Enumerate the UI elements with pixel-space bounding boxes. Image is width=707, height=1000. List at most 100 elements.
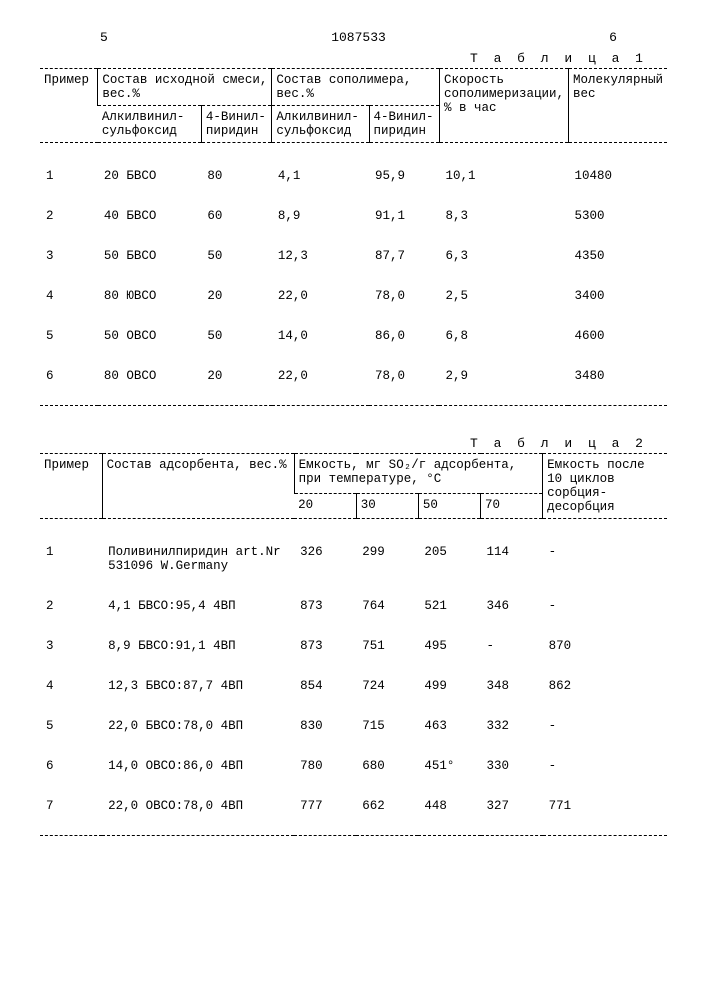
- col2-cycles: Емкость после 10 циклов сорбция-десорбци…: [543, 454, 667, 519]
- cell: 346: [481, 595, 543, 617]
- cell: 20: [201, 285, 271, 307]
- cell: 80: [201, 165, 271, 187]
- cell: 10480: [568, 165, 667, 187]
- cell: 4: [40, 285, 98, 307]
- cell: 2: [40, 595, 102, 617]
- cell: 2,5: [439, 285, 568, 307]
- col2-comp: Состав адсорбента, вес.%: [102, 454, 294, 519]
- cell: 463: [418, 715, 480, 737]
- cell: 50: [201, 245, 271, 267]
- cell: 5300: [568, 205, 667, 227]
- cell: 662: [356, 795, 418, 817]
- cell: 2: [40, 205, 98, 227]
- cell: 40 БВСО: [98, 205, 202, 227]
- sub-vinyl1: 4-Винил-пиридин: [201, 106, 271, 143]
- cell: 22,0: [272, 365, 369, 387]
- cell: 86,0: [369, 325, 439, 347]
- cell: 751: [356, 635, 418, 657]
- cell: 6,8: [439, 325, 568, 347]
- cell: 862: [543, 675, 667, 697]
- cell: -: [543, 541, 667, 577]
- cell: 87,7: [369, 245, 439, 267]
- cell: 22,0 ОВСО:78,0 4ВП: [102, 795, 294, 817]
- cell: 8,3: [439, 205, 568, 227]
- cell: 780: [294, 755, 356, 777]
- cell: 3: [40, 635, 102, 657]
- cell: 50 ОВСО: [98, 325, 202, 347]
- cell: 4600: [568, 325, 667, 347]
- temp-30: 30: [356, 494, 418, 519]
- cell: -: [543, 755, 667, 777]
- cell: 78,0: [369, 285, 439, 307]
- table2-caption: Т а б л и ц а 2: [40, 436, 647, 451]
- table-row: 24,1 БВСО:95,4 4ВП873764521346-: [40, 595, 667, 617]
- cell: 12,3 БВСО:87,7 4ВП: [102, 675, 294, 697]
- cell: 95,9: [369, 165, 439, 187]
- cell: 771: [543, 795, 667, 817]
- table-row: 1Поливинилпиридин art.Nr 531096 W.German…: [40, 541, 667, 577]
- temp-20: 20: [294, 494, 356, 519]
- cell: 50 БВСО: [98, 245, 202, 267]
- cell: 60: [201, 205, 271, 227]
- table-row: 480 ЮВСО2022,078,02,53400: [40, 285, 667, 307]
- cell: 50: [201, 325, 271, 347]
- temp-70: 70: [481, 494, 543, 519]
- cell: 3480: [568, 365, 667, 387]
- col2-capacity: Емкость, мг SO₂/г адсорбента, при темпер…: [294, 454, 543, 494]
- cell: 22,0 БВСО:78,0 4ВП: [102, 715, 294, 737]
- cell: 715: [356, 715, 418, 737]
- cell: 873: [294, 635, 356, 657]
- cell: 830: [294, 715, 356, 737]
- page-header: 5 1087533 6: [40, 30, 667, 45]
- cell: 20: [201, 365, 271, 387]
- cell: 4: [40, 675, 102, 697]
- cell: 10,1: [439, 165, 568, 187]
- cell: 14,0 ОВСО:86,0 4ВП: [102, 755, 294, 777]
- table-row: 38,9 БВСО:91,1 4ВП873751495-870: [40, 635, 667, 657]
- cell: 854: [294, 675, 356, 697]
- cell: -: [543, 595, 667, 617]
- cell: 777: [294, 795, 356, 817]
- cell: 451°: [418, 755, 480, 777]
- patent-number: 1087533: [331, 30, 386, 45]
- col-example: Пример: [40, 69, 98, 143]
- cell: 14,0: [272, 325, 369, 347]
- cell: 348: [481, 675, 543, 697]
- cell: 2,9: [439, 365, 568, 387]
- sub-alkyl1: Алкилвинил-сульфоксид: [98, 106, 202, 143]
- cell: 205: [418, 541, 480, 577]
- cell: 330: [481, 755, 543, 777]
- cell: 114: [481, 541, 543, 577]
- cell: 1: [40, 541, 102, 577]
- cell: 4350: [568, 245, 667, 267]
- sub-vinyl2: 4-Винил-пиридин: [369, 106, 439, 143]
- table-row: 550 ОВСО5014,086,06,84600: [40, 325, 667, 347]
- cell: 499: [418, 675, 480, 697]
- col-copolymer: Состав сополимера, вес.%: [272, 69, 440, 106]
- col-molwt: Молекулярный вес: [568, 69, 667, 143]
- page-num-left: 5: [100, 30, 108, 45]
- cell: 332: [481, 715, 543, 737]
- cell: 870: [543, 635, 667, 657]
- cell: 8,9 БВСО:91,1 4ВП: [102, 635, 294, 657]
- cell: 12,3: [272, 245, 369, 267]
- cell: 495: [418, 635, 480, 657]
- cell: 873: [294, 595, 356, 617]
- cell: -: [543, 715, 667, 737]
- sub-alkyl2: Алкилвинил-сульфоксид: [272, 106, 369, 143]
- cell: 80 ЮВСО: [98, 285, 202, 307]
- cell: 299: [356, 541, 418, 577]
- table-row: 522,0 БВСО:78,0 4ВП830715463332-: [40, 715, 667, 737]
- cell: 1: [40, 165, 98, 187]
- cell: 680: [356, 755, 418, 777]
- table-row: 680 ОВСО2022,078,02,93480: [40, 365, 667, 387]
- cell: 6: [40, 755, 102, 777]
- col-mix: Состав исходной смеси, вес.%: [98, 69, 272, 106]
- cell: 20 БВСО: [98, 165, 202, 187]
- cell: 3400: [568, 285, 667, 307]
- cell: 4,1: [272, 165, 369, 187]
- cell: 5: [40, 325, 98, 347]
- cell: 4,1 БВСО:95,4 4ВП: [102, 595, 294, 617]
- table-row: 614,0 ОВСО:86,0 4ВП780680451°330-: [40, 755, 667, 777]
- col2-example: Пример: [40, 454, 102, 519]
